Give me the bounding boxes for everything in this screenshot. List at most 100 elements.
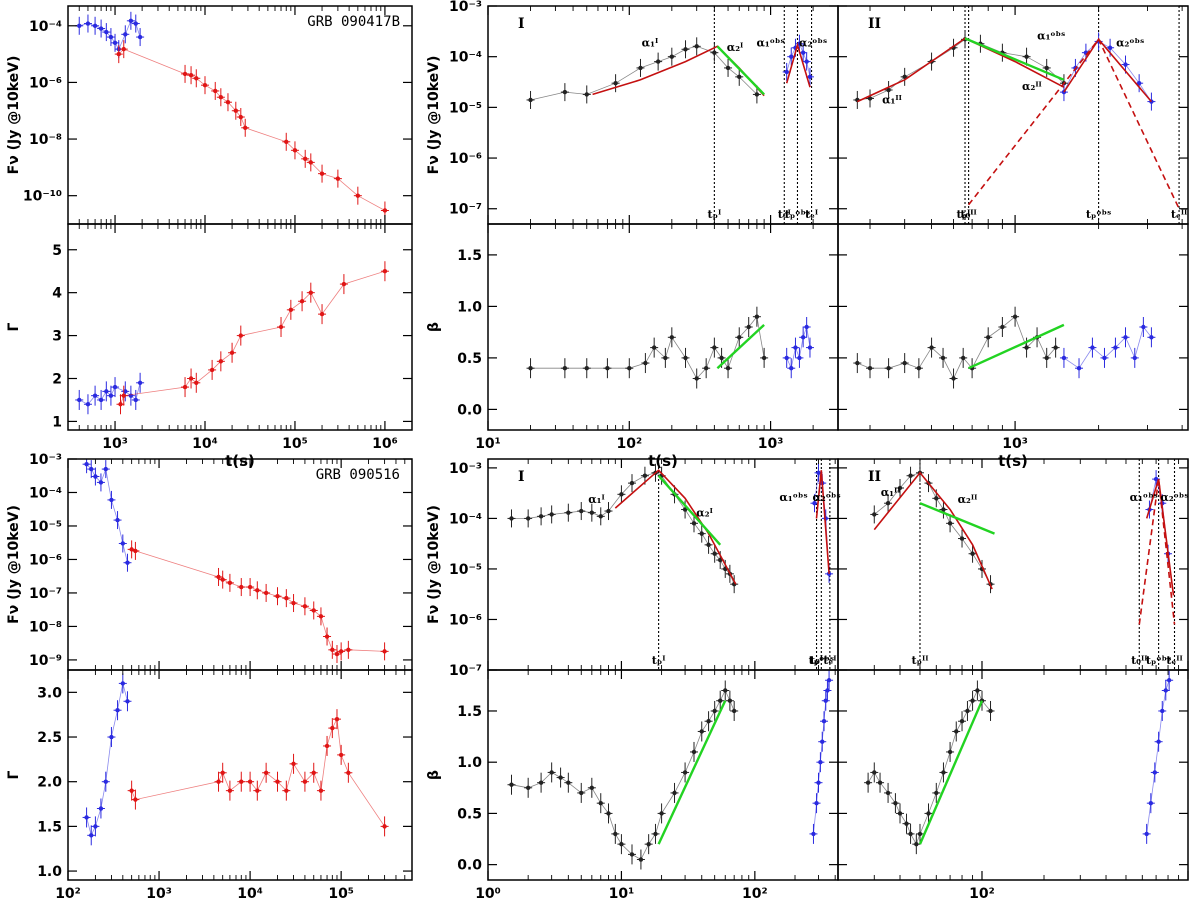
fit-line-green — [716, 324, 765, 370]
data-point — [104, 389, 109, 394]
data-point — [902, 74, 907, 80]
panel-label: II — [868, 469, 881, 485]
y-tick-label: 1.5 — [457, 704, 482, 720]
data-point — [129, 788, 134, 793]
y-axis-label: Γ — [6, 770, 22, 779]
data-point — [1144, 831, 1149, 837]
data-point — [549, 512, 554, 517]
data-point — [133, 797, 138, 802]
data-point — [188, 72, 194, 78]
vline-label: tₚᴵ — [652, 654, 666, 667]
data-point — [1132, 355, 1137, 361]
vline-label: tₚᴵᴵ — [911, 654, 928, 667]
data-point — [121, 46, 126, 52]
panel-label: I — [518, 16, 525, 32]
data-point — [826, 678, 832, 683]
y-axis-label: β — [426, 770, 442, 780]
y-tick-label: 10⁻⁹ — [29, 653, 62, 669]
data-point — [885, 501, 891, 506]
fit-line-green — [918, 700, 984, 845]
fit-line-green — [919, 502, 995, 535]
data-point — [120, 681, 126, 686]
y-tick-label: 10⁻⁷ — [449, 663, 482, 679]
data-point — [115, 708, 120, 713]
slope-annotation: α₂ᵒᵇˢ — [1116, 36, 1144, 49]
x-tick-label: 10¹ — [609, 886, 635, 900]
data-point — [629, 852, 635, 857]
data-point — [985, 335, 991, 340]
data-point — [951, 376, 956, 381]
data-point — [804, 324, 809, 330]
data-point — [239, 584, 244, 590]
data-point — [718, 698, 723, 703]
data-point — [133, 548, 138, 554]
vline-label: tₑᴵ — [823, 654, 836, 667]
slope-annotation: α₁ᴵᴵ — [882, 93, 902, 106]
vline-label: tₑᴵ — [805, 208, 818, 221]
panel-12: 10²t(s) — [837, 669, 1189, 900]
data-point — [789, 54, 794, 59]
y-axis-label: Fν (Jy @10keV) — [6, 505, 22, 624]
data-point — [655, 59, 661, 64]
data-point — [960, 355, 966, 361]
panel-7: 10⁻⁹ 10⁻⁸ 10⁻⁷ 10⁻⁶ 10⁻⁵ 10⁻⁴ 10⁻³ Fν (Jy @10ke… — [6, 452, 413, 671]
data-point — [1102, 355, 1107, 361]
data-point — [209, 367, 215, 373]
data-point — [528, 97, 533, 103]
data-point — [338, 649, 344, 654]
y-tick-label: 0.0 — [457, 402, 482, 418]
data-point — [970, 698, 975, 703]
series-data — [507, 680, 739, 870]
fit-line-green — [968, 323, 1065, 370]
data-point — [584, 366, 589, 371]
data-point — [1123, 335, 1128, 340]
data-point — [646, 841, 651, 847]
data-point — [659, 811, 664, 816]
y-tick-label: 10⁻⁶ — [449, 612, 482, 628]
vline-label: t₀ᴵᴵ — [960, 208, 976, 221]
data-point — [872, 512, 877, 517]
series-flare — [809, 670, 834, 844]
data-point — [589, 785, 595, 791]
data-point — [754, 92, 760, 97]
data-point — [324, 743, 330, 749]
x-tick-label: 10⁴ — [192, 436, 218, 452]
data-point — [598, 514, 603, 519]
data-point — [804, 59, 809, 64]
data-point — [965, 708, 970, 714]
series-line — [813, 680, 830, 834]
series-line — [120, 270, 386, 405]
data-point — [916, 366, 922, 371]
data-point — [746, 324, 751, 330]
data-point — [812, 501, 817, 506]
data-point — [691, 749, 697, 755]
data-point — [893, 800, 898, 806]
data-point — [308, 290, 314, 295]
data-point — [811, 831, 816, 837]
data-point — [93, 474, 98, 479]
series-data — [526, 37, 761, 109]
data-point — [872, 770, 877, 775]
data-point — [118, 402, 123, 407]
plot-area — [853, 306, 1156, 389]
data-point — [605, 366, 610, 371]
data-point — [629, 480, 635, 486]
y-tick-label: 10⁻³ — [449, 461, 482, 477]
slope-annotation: α₁ᴵ — [588, 493, 605, 506]
series-line — [86, 683, 128, 837]
data-point — [926, 811, 931, 816]
plot-area — [82, 459, 389, 664]
data-point — [929, 345, 934, 350]
data-point — [528, 366, 533, 371]
data-point — [278, 324, 284, 330]
y-axis-label: Fν (Jy @10keV) — [6, 56, 22, 175]
data-point — [865, 780, 871, 785]
data-point — [233, 108, 239, 113]
data-point — [718, 557, 723, 563]
y-tick-label: 10⁻⁴ — [29, 19, 62, 35]
data-point — [885, 790, 891, 796]
data-point — [341, 281, 347, 287]
y-tick-label: 5 — [52, 243, 62, 259]
